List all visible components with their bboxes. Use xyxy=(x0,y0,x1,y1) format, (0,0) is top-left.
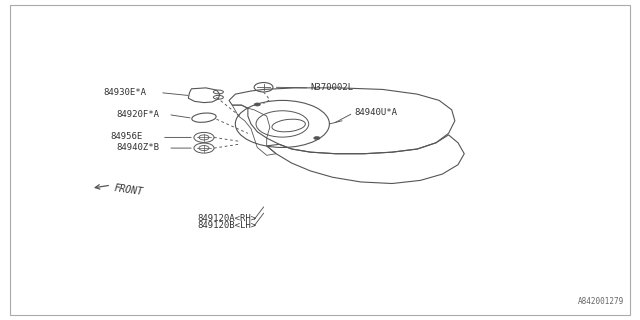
Text: 84930E*A: 84930E*A xyxy=(104,88,147,97)
Text: A842001279: A842001279 xyxy=(578,297,624,306)
Text: 84940Z*B: 84940Z*B xyxy=(116,143,159,152)
Text: 849120B<LH>: 849120B<LH> xyxy=(198,221,257,230)
Circle shape xyxy=(314,136,320,140)
Text: FRONT: FRONT xyxy=(113,183,143,197)
Text: 84956E: 84956E xyxy=(110,132,142,141)
Text: 84940U*A: 84940U*A xyxy=(355,108,397,117)
Circle shape xyxy=(254,103,260,106)
Text: N370002L: N370002L xyxy=(310,84,353,92)
Text: 84920F*A: 84920F*A xyxy=(116,110,159,119)
Text: 849120A<RH>: 849120A<RH> xyxy=(198,213,257,222)
